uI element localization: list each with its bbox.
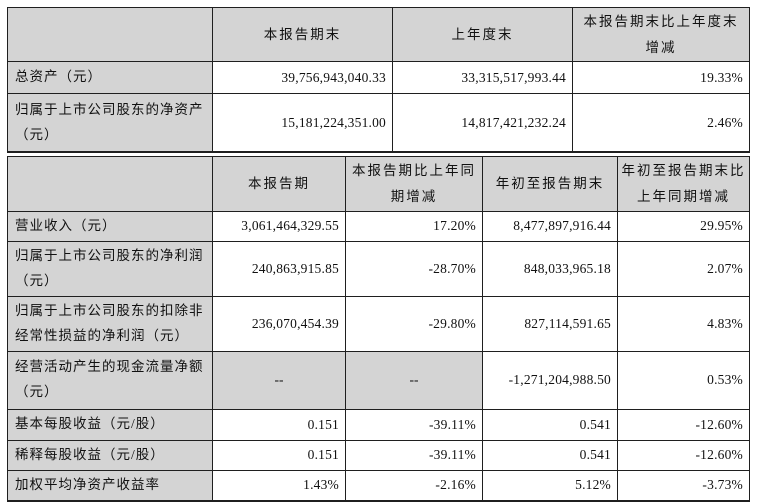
income-summary-table: 本报告期 本报告期比上年同期增减 年初至报告期末 年初至报告期末比上年同期增减 … (7, 155, 750, 502)
value-cell: 0.53% (617, 350, 750, 410)
value-cell: -29.80% (345, 295, 483, 352)
value-cell: 5.12% (482, 469, 618, 502)
value-cell: -39.11% (345, 439, 483, 471)
row-label: 加权平均净资产收益率 (7, 469, 213, 502)
value-cell: 4.83% (617, 295, 750, 352)
value-cell: -2.16% (345, 469, 483, 502)
table-row-total-assets: 总资产（元） 39,756,943,040.33 33,315,517,993.… (7, 61, 750, 95)
row-label: 经营活动产生的现金流量净额 （元） (7, 350, 213, 410)
col-header-current-period-end: 本报告期末 (212, 6, 393, 63)
value-cell-na: -- (345, 350, 483, 410)
value-cell: 236,070,454.39 (212, 295, 346, 352)
col-header-change-vs-same-period: 本报告期比上年同期增减 (345, 155, 483, 212)
value-cell: 2.07% (617, 240, 750, 297)
value-cell: 39,756,943,040.33 (212, 61, 393, 95)
row-label: 归属于上市公司股东的净资产 （元） (7, 93, 213, 153)
value-cell: 0.151 (212, 408, 346, 441)
value-cell: 33,315,517,993.44 (392, 61, 573, 95)
value-cell: 0.541 (482, 439, 618, 471)
header-row: 本报告期末 上年度末 本报告期末比上年度末增减 (7, 6, 750, 63)
value-cell: 3,061,464,329.55 (212, 210, 346, 242)
col-header-year-to-date: 年初至报告期末 (482, 155, 618, 212)
value-cell: 2.46% (572, 93, 750, 153)
row-label: 总资产（元） (7, 61, 213, 95)
table-row-net-assets: 归属于上市公司股东的净资产 （元） 15,181,224,351.00 14,8… (7, 93, 750, 153)
row-label: 营业收入（元） (7, 210, 213, 242)
table-row-operating-cash-flow: 经营活动产生的现金流量净额 （元） -- -- -1,271,204,988.5… (7, 350, 750, 410)
value-cell: 0.541 (482, 408, 618, 441)
value-cell: -39.11% (345, 408, 483, 441)
value-cell: 29.95% (617, 210, 750, 242)
col-header-prior-year-end: 上年度末 (392, 6, 573, 63)
col-header-change-vs-prior-year-end: 本报告期末比上年度末增减 (572, 6, 750, 63)
col-header-current-period: 本报告期 (212, 155, 346, 212)
value-cell: -12.60% (617, 439, 750, 471)
value-cell: -3.73% (617, 469, 750, 502)
value-cell: 17.20% (345, 210, 483, 242)
value-cell: 15,181,224,351.00 (212, 93, 393, 153)
corner-cell (7, 6, 213, 63)
table-row-operating-revenue: 营业收入（元） 3,061,464,329.55 17.20% 8,477,89… (7, 210, 750, 242)
value-cell: 848,033,965.18 (482, 240, 618, 297)
value-cell: -1,271,204,988.50 (482, 350, 618, 410)
row-label: 基本每股收益（元/股） (7, 408, 213, 441)
table-row-diluted-eps: 稀释每股收益（元/股） 0.151 -39.11% 0.541 -12.60% (7, 439, 750, 471)
value-cell: 827,114,591.65 (482, 295, 618, 352)
value-cell: -28.70% (345, 240, 483, 297)
value-cell-na: -- (212, 350, 346, 410)
row-label: 归属于上市公司股东的净利润 （元） (7, 240, 213, 297)
value-cell: 8,477,897,916.44 (482, 210, 618, 242)
value-cell: 14,817,421,232.24 (392, 93, 573, 153)
col-header-ytd-change-vs-same-period: 年初至报告期末比上年同期增减 (617, 155, 750, 212)
table-row-net-profit: 归属于上市公司股东的净利润 （元） 240,863,915.85 -28.70%… (7, 240, 750, 297)
value-cell: 1.43% (212, 469, 346, 502)
balance-summary-table: 本报告期末 上年度末 本报告期末比上年度末增减 总资产（元） 39,756,94… (7, 6, 750, 153)
table-row-net-profit-excl-nonrecurring: 归属于上市公司股东的扣除非经常性损益的净利润（元） 236,070,454.39… (7, 295, 750, 352)
header-row: 本报告期 本报告期比上年同期增减 年初至报告期末 年初至报告期末比上年同期增减 (7, 155, 750, 212)
value-cell: -12.60% (617, 408, 750, 441)
corner-cell (7, 155, 213, 212)
table-row-basic-eps: 基本每股收益（元/股） 0.151 -39.11% 0.541 -12.60% (7, 408, 750, 441)
value-cell: 240,863,915.85 (212, 240, 346, 297)
row-label: 归属于上市公司股东的扣除非经常性损益的净利润（元） (7, 295, 213, 352)
table-row-weighted-avg-roe: 加权平均净资产收益率 1.43% -2.16% 5.12% -3.73% (7, 469, 750, 502)
row-label: 稀释每股收益（元/股） (7, 439, 213, 471)
value-cell: 0.151 (212, 439, 346, 471)
value-cell: 19.33% (572, 61, 750, 95)
